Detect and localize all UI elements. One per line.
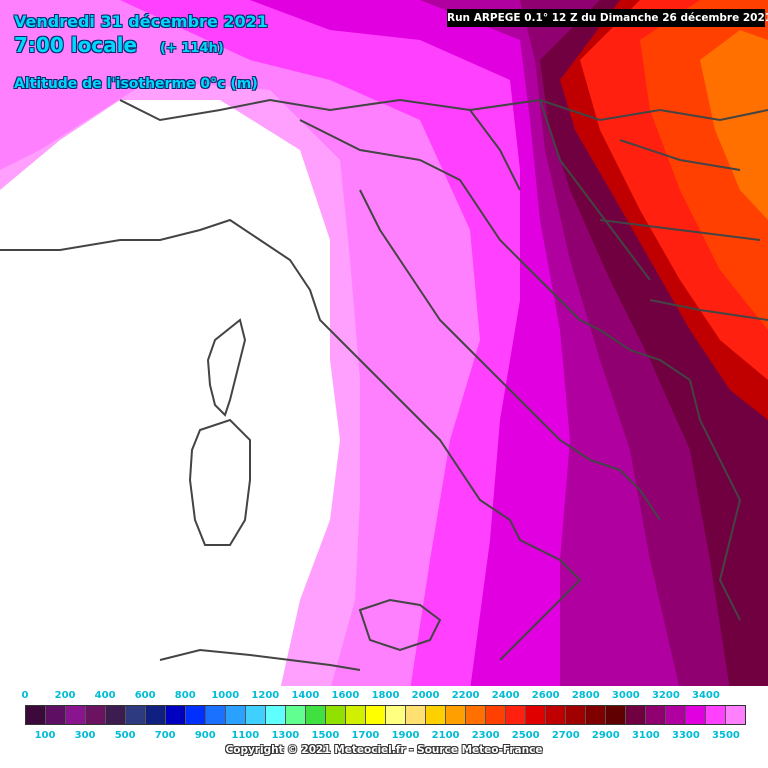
legend-swatch [306,706,326,724]
legend-top-tick-label: 2400 [491,690,520,701]
legend-top-tick-label: 400 [94,690,116,701]
forecast-lead-time: (+ 114h) [160,41,224,56]
legend-bottom-tick-label: 500 [114,730,136,741]
legend-swatch [226,706,246,724]
legend-swatch [526,706,546,724]
legend-swatch [286,706,306,724]
legend-top-tick-label: 1400 [291,690,320,701]
legend-swatch [386,706,406,724]
legend-color-bar [25,705,746,725]
legend-top-tick-label: 1200 [251,690,280,701]
legend-top-tick-label: 3000 [611,690,640,701]
legend-bottom-tick-label: 3300 [671,730,700,741]
legend-swatch [606,706,626,724]
legend-bottom-tick-label: 2900 [591,730,620,741]
legend-bottom-tick-label: 3500 [712,730,740,741]
legend-swatch [206,706,226,724]
border-lines [119,98,768,621]
legend-top-tick-label: 2800 [571,690,600,701]
legend-bottom-tick-label: 1700 [351,730,380,741]
legend-bottom-tick-label: 700 [154,730,176,741]
legend-top-tick-label: 2200 [451,690,480,701]
legend-swatch [46,706,66,724]
legend-top-tick-label: 3400 [692,690,720,701]
coastlines [0,98,768,671]
legend-swatch [726,706,745,724]
coastline-corsica [206,318,247,417]
legend-swatch [566,706,586,724]
legend-bottom-tick-label: 2100 [431,730,460,741]
legend-top-tick-label: 200 [54,690,76,701]
legend-bottom-tick-label: 3100 [631,730,660,741]
legend-swatch [166,706,186,724]
legend-top-tick-label: 2000 [411,690,440,701]
legend-swatch [326,706,346,724]
legend-swatch [426,706,446,724]
legend-swatch [106,706,126,724]
legend-swatch [26,706,46,724]
legend-swatch [666,706,686,724]
legend-bottom-tick-label: 300 [74,730,96,741]
legend-top-tick-label: 3200 [651,690,680,701]
legend-top-tick-label: 2600 [531,690,560,701]
coastline-sardinia [188,418,251,546]
legend-bottom-tick-label: 2300 [471,730,500,741]
variable-title: Altitude de l'isotherme 0°c (m) [14,76,258,92]
legend-top-tick-label: 1000 [211,690,240,701]
legend-swatch [186,706,206,724]
legend-swatch [146,706,166,724]
legend-top-tick-label: 800 [174,690,196,701]
legend-bottom-tick-label: 1500 [311,730,340,741]
legend-bottom-tick-label: 900 [194,730,216,741]
legend-swatch [66,706,86,724]
legend-swatch [626,706,646,724]
legend-top-tick-label: 0 [21,690,29,701]
coastline-africa [159,648,361,671]
legend-swatch [586,706,606,724]
legend-bottom-labels: 100 300 500 700 900 1100 1300 1500 1700 1900 2100 2… [0,730,768,744]
copyright-text: Copyright © 2021 Meteociel.fr - Source M… [225,744,543,756]
coastline-adriatic-east [419,159,691,381]
isotherm-field [0,0,768,690]
legend-bottom-tick-label: 1300 [271,730,300,741]
legend-swatch [446,706,466,724]
coastline-italy-west [0,218,582,661]
legend-swatch [126,706,146,724]
legend-swatch [266,706,286,724]
run-label: Run ARPEGE 0.1° 12 Z du Dimanche 26 déce… [447,9,768,27]
forecast-date: Vendredi 31 décembre 2021 [14,12,268,31]
legend-bottom-tick-label: 1900 [391,730,420,741]
legend-swatch [466,706,486,724]
legend-swatch [346,706,366,724]
legend-swatch [486,706,506,724]
legend-swatch [546,706,566,724]
coastline-italy-east [359,189,661,521]
legend-swatch [246,706,266,724]
legend-top-labels: 0 200 400 600 800 1000 1200 1400 1600 1800 2000 220… [0,690,768,704]
legend-swatch [706,706,726,724]
legend-swatch [406,706,426,724]
legend-bottom-tick-label: 100 [34,730,56,741]
forecast-time: 7:00 locale [14,33,138,57]
legend-swatch [366,706,386,724]
field-band-orange [700,30,768,220]
legend-top-tick-label: 600 [134,690,156,701]
legend-swatch [86,706,106,724]
legend-swatch [506,706,526,724]
color-legend: 0 200 400 600 800 1000 1200 1400 1600 1800 2000 220… [0,686,768,768]
coastline-sicily [358,598,442,652]
legend-bottom-tick-label: 2500 [511,730,540,741]
legend-top-tick-label: 1600 [331,690,360,701]
legend-top-tick-label: 1800 [371,690,400,701]
legend-swatch [686,706,706,724]
legend-bottom-tick-label: 2700 [551,730,580,741]
legend-swatch [646,706,666,724]
legend-bottom-tick-label: 1100 [231,730,260,741]
